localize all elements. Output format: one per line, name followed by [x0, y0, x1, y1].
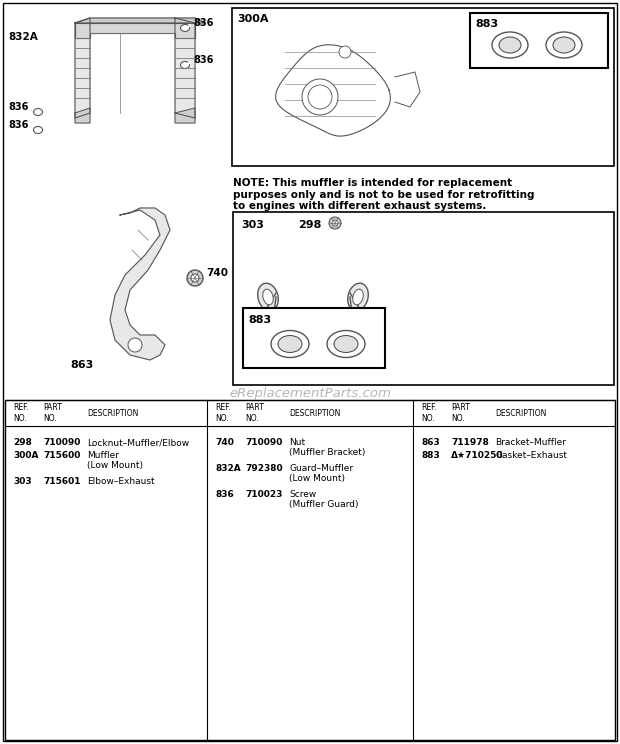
Bar	[232, 8, 614, 166]
Text: 710090: 710090	[43, 438, 81, 447]
Ellipse shape	[33, 109, 43, 115]
Text: 740: 740	[215, 438, 234, 447]
Text: 711978: 711978	[451, 438, 489, 447]
Polygon shape	[75, 108, 90, 123]
Text: 836: 836	[215, 490, 234, 499]
Ellipse shape	[499, 37, 521, 53]
Text: 863: 863	[421, 438, 440, 447]
Text: PART
NO.: PART NO.	[43, 403, 62, 423]
Text: Δ★710250: Δ★710250	[451, 451, 503, 460]
Text: 863: 863	[70, 360, 93, 370]
Polygon shape	[175, 108, 195, 123]
Circle shape	[187, 270, 203, 286]
Ellipse shape	[278, 336, 302, 353]
Text: 303: 303	[241, 220, 264, 230]
Text: eReplacementParts.com: eReplacementParts.com	[229, 386, 391, 400]
Ellipse shape	[348, 283, 368, 311]
Text: 883: 883	[248, 315, 271, 325]
Text: 832A: 832A	[8, 32, 38, 42]
Ellipse shape	[180, 25, 190, 31]
Ellipse shape	[334, 336, 358, 353]
Text: 300A: 300A	[237, 14, 268, 24]
Text: REF.
NO.: REF. NO.	[215, 403, 231, 423]
Ellipse shape	[258, 283, 278, 311]
Text: Bracket–Muffler: Bracket–Muffler	[495, 438, 566, 447]
Polygon shape	[110, 208, 170, 360]
Polygon shape	[75, 23, 195, 38]
Text: 303: 303	[13, 477, 32, 486]
Text: 832A: 832A	[215, 464, 241, 473]
Text: Locknut–Muffler/Elbow: Locknut–Muffler/Elbow	[87, 438, 189, 447]
Bar	[5, 400, 615, 740]
Text: 710090: 710090	[245, 438, 282, 447]
Circle shape	[308, 85, 332, 109]
Ellipse shape	[353, 289, 363, 305]
Text: 836: 836	[8, 120, 29, 130]
Text: PART
NO.: PART NO.	[451, 403, 470, 423]
Polygon shape	[75, 18, 205, 23]
Circle shape	[302, 79, 338, 115]
Text: REF.
NO.: REF. NO.	[13, 403, 29, 423]
Text: 836: 836	[193, 55, 213, 65]
Bar	[243, 308, 385, 368]
Text: Screw
(Muffler Guard): Screw (Muffler Guard)	[289, 490, 358, 510]
Circle shape	[332, 220, 338, 226]
Text: DESCRIPTION: DESCRIPTION	[87, 408, 138, 417]
Ellipse shape	[263, 289, 273, 305]
Text: Elbow–Exhaust: Elbow–Exhaust	[87, 477, 154, 486]
Ellipse shape	[271, 330, 309, 358]
Polygon shape	[75, 18, 90, 118]
Circle shape	[339, 46, 351, 58]
Bar	[470, 13, 608, 68]
Text: DESCRIPTION: DESCRIPTION	[495, 408, 546, 417]
Text: 300A: 300A	[13, 451, 38, 460]
Text: Muffler
(Low Mount): Muffler (Low Mount)	[87, 451, 143, 470]
Text: 836: 836	[193, 18, 213, 28]
Text: NOTE: This muffler is intended for replacement
purposes only and is not to be us: NOTE: This muffler is intended for repla…	[233, 178, 534, 211]
Ellipse shape	[546, 32, 582, 58]
Text: 298: 298	[13, 438, 32, 447]
Text: 883: 883	[421, 451, 440, 460]
Text: Guard–Muffler
(Low Mount): Guard–Muffler (Low Mount)	[289, 464, 353, 484]
Text: 715600: 715600	[43, 451, 81, 460]
Ellipse shape	[327, 330, 365, 358]
Text: REF.
NO.: REF. NO.	[421, 403, 436, 423]
Bar	[233, 212, 614, 385]
Ellipse shape	[492, 32, 528, 58]
Text: 298: 298	[298, 220, 321, 230]
Ellipse shape	[553, 37, 575, 53]
Text: 792380: 792380	[245, 464, 283, 473]
Text: 883: 883	[475, 19, 498, 29]
Text: 710023: 710023	[245, 490, 282, 499]
Text: 715601: 715601	[43, 477, 81, 486]
Ellipse shape	[33, 126, 43, 133]
Polygon shape	[175, 18, 195, 118]
Text: Gasket–Exhaust: Gasket–Exhaust	[495, 451, 567, 460]
Text: 740: 740	[206, 268, 228, 278]
Circle shape	[329, 217, 341, 229]
Text: PART
NO.: PART NO.	[245, 403, 264, 423]
Text: DESCRIPTION: DESCRIPTION	[289, 408, 340, 417]
Circle shape	[191, 274, 199, 282]
Text: 836: 836	[8, 102, 29, 112]
Text: Nut
(Muffler Bracket): Nut (Muffler Bracket)	[289, 438, 365, 458]
Ellipse shape	[180, 62, 190, 68]
Circle shape	[128, 338, 142, 352]
